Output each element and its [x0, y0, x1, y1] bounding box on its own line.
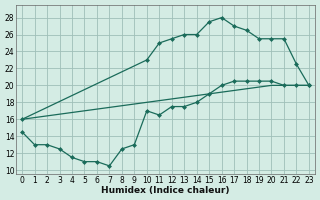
X-axis label: Humidex (Indice chaleur): Humidex (Indice chaleur): [101, 186, 230, 195]
